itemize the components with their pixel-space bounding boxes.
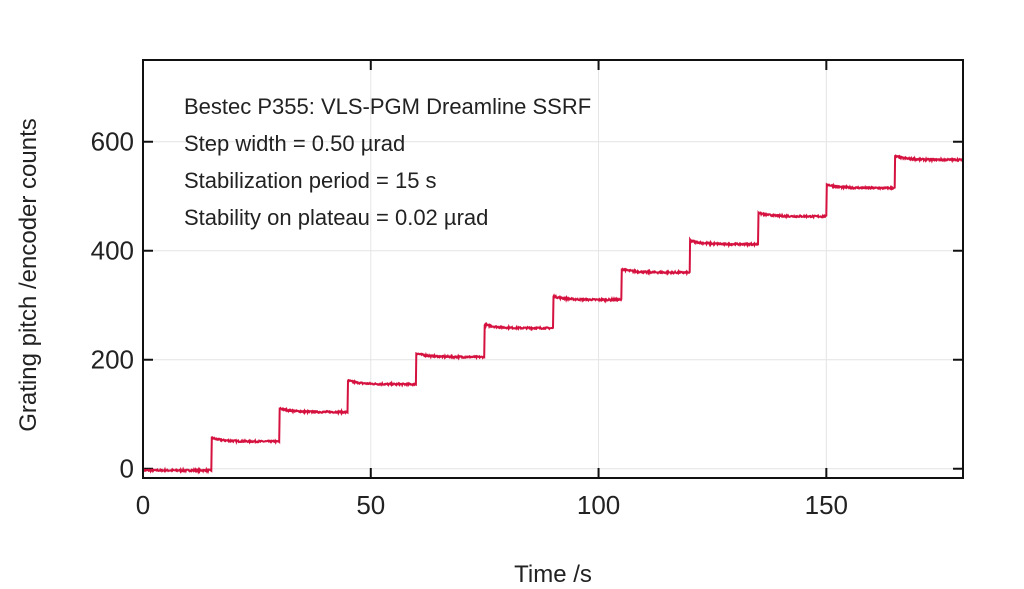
- y-tick-label: 200: [91, 345, 134, 375]
- series-line-pitch: [142, 154, 964, 475]
- x-tick-label: 0: [136, 490, 150, 520]
- y-tick-label: 0: [120, 454, 134, 484]
- plot-frame: [142, 59, 964, 479]
- y-tick-label: 400: [91, 236, 134, 266]
- x-axis-label: Time /s: [514, 561, 592, 588]
- annotation-step-width: Step width = 0.50 µrad: [184, 131, 405, 156]
- x-tick-label: 50: [356, 490, 385, 520]
- y-axis-label: Grating pitch /encoder counts: [15, 118, 42, 432]
- x-tick-label: 150: [805, 490, 848, 520]
- annotation-stabilization-period: Stabilization period = 15 s: [184, 168, 437, 193]
- x-tick-label: 100: [577, 490, 620, 520]
- annotation-stability: Stability on plateau = 0.02 µrad: [184, 205, 488, 230]
- y-tick-label: 600: [91, 127, 134, 157]
- annotation-title: Bestec P355: VLS-PGM Dreamline SSRF: [184, 94, 591, 119]
- grid: [143, 60, 963, 478]
- ticks: [142, 60, 963, 478]
